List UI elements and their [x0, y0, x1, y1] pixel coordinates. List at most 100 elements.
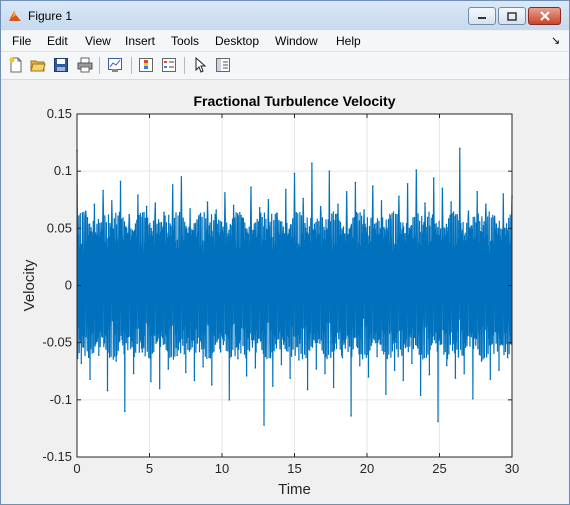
- menu-desktop[interactable]: Desktop: [215, 34, 260, 48]
- new-figure-icon[interactable]: [8, 57, 24, 73]
- data-point: [493, 216, 496, 218]
- data-point: [428, 373, 431, 376]
- y-tick-label: 0: [65, 278, 72, 293]
- data-point: [498, 369, 500, 371]
- menu-insert[interactable]: Insert: [125, 34, 156, 48]
- data-point: [228, 399, 231, 401]
- data-point: [202, 365, 204, 368]
- axes-plot[interactable]: 0 5 10 15 20 25 30 -0.15 -0.1 -0.05 0 0.05 0.1 0.15 Fr…: [1, 80, 569, 504]
- data-point: [163, 211, 165, 214]
- open-file-icon[interactable]: [30, 57, 46, 73]
- data-point: [372, 185, 374, 187]
- data-point: [285, 188, 287, 191]
- data-point: [311, 162, 313, 164]
- data-point: [319, 205, 322, 208]
- window-title: Figure 1: [28, 9, 73, 23]
- minimize-button[interactable]: [468, 7, 496, 25]
- print-icon[interactable]: [77, 57, 93, 73]
- data-point: [206, 201, 209, 203]
- maximize-icon: [507, 11, 517, 21]
- toolbar-separator: [184, 57, 185, 74]
- data-point: [441, 187, 444, 190]
- data-point: [254, 367, 257, 369]
- dock-arrow-icon[interactable]: ↘: [551, 35, 561, 47]
- data-point: [459, 147, 461, 150]
- x-tick-label: 0: [73, 461, 80, 476]
- menu-window[interactable]: Window: [275, 34, 318, 48]
- data-point: [145, 205, 148, 208]
- menu-view[interactable]: View: [85, 34, 111, 48]
- data-point: [350, 415, 352, 417]
- edit-plot-arrow-icon[interactable]: [192, 57, 208, 73]
- data-point: [289, 377, 291, 379]
- data-point: [306, 388, 309, 391]
- data-point: [263, 424, 265, 426]
- property-inspector-icon[interactable]: [215, 57, 231, 73]
- data-point: [106, 389, 109, 392]
- data-point: [293, 172, 296, 175]
- data-point: [180, 176, 183, 178]
- data-point: [171, 184, 174, 186]
- menu-file[interactable]: File: [12, 34, 32, 48]
- data-point: [480, 360, 483, 362]
- menu-help[interactable]: Help: [336, 34, 361, 48]
- data-point: [211, 384, 213, 386]
- data-point: [198, 216, 200, 218]
- insert-colorbar-icon[interactable]: [138, 57, 154, 73]
- data-point: [128, 213, 130, 216]
- data-point: [245, 375, 248, 377]
- link-plot-icon[interactable]: [107, 57, 123, 73]
- toolbar-separator: [131, 57, 132, 74]
- data-point: [237, 357, 239, 360]
- data-point: [132, 372, 135, 375]
- x-tick-label: 15: [287, 461, 301, 476]
- data-point: [450, 201, 452, 203]
- menu-tools[interactable]: Tools: [171, 34, 200, 48]
- data-point: [432, 177, 435, 179]
- x-tick-label: 25: [432, 461, 446, 476]
- data-point: [328, 170, 331, 172]
- data-point: [189, 208, 191, 210]
- data-point: [124, 410, 126, 413]
- close-button[interactable]: [528, 7, 561, 25]
- maximize-button[interactable]: [498, 7, 526, 25]
- toolbar: [1, 52, 569, 80]
- y-tick-label: 0.1: [54, 163, 72, 178]
- data-point: [389, 214, 392, 217]
- data-point: [367, 376, 370, 378]
- data-point: [167, 368, 170, 370]
- data-point: [398, 195, 400, 198]
- data-point: [224, 192, 226, 194]
- data-point: [150, 380, 152, 383]
- data-point: [250, 186, 252, 188]
- data-point: [298, 359, 300, 361]
- data-point: [415, 169, 418, 171]
- x-tick-label: 10: [215, 461, 229, 476]
- data-point: [437, 420, 439, 423]
- figure-canvas: 0 5 10 15 20 25 30 -0.15 -0.1 -0.05 0 0.05 0.1 0.15 Fr…: [1, 80, 569, 504]
- toolbar-separator: [99, 57, 100, 74]
- data-point: [302, 197, 305, 200]
- data-point: [345, 190, 348, 193]
- menu-edit[interactable]: Edit: [47, 34, 68, 48]
- insert-legend-icon[interactable]: [161, 57, 177, 73]
- chart-title: Fractional Turbulence Velocity: [193, 93, 395, 109]
- x-tick-label: 20: [360, 461, 374, 476]
- data-point: [402, 379, 405, 382]
- data-point: [184, 371, 187, 374]
- x-tick-label: 30: [505, 461, 519, 476]
- data-point: [411, 362, 413, 365]
- data-point: [358, 364, 361, 367]
- data-point: [380, 200, 383, 202]
- data-point: [137, 194, 139, 196]
- data-point: [219, 351, 222, 353]
- data-point: [332, 386, 335, 389]
- title-bar[interactable]: Figure 1: [1, 1, 569, 30]
- x-axis-label: Time: [278, 481, 311, 498]
- save-icon[interactable]: [53, 57, 69, 73]
- data-point: [363, 209, 365, 211]
- data-point: [102, 189, 104, 192]
- data-point: [445, 364, 448, 367]
- data-point: [424, 202, 426, 204]
- data-point: [324, 372, 326, 375]
